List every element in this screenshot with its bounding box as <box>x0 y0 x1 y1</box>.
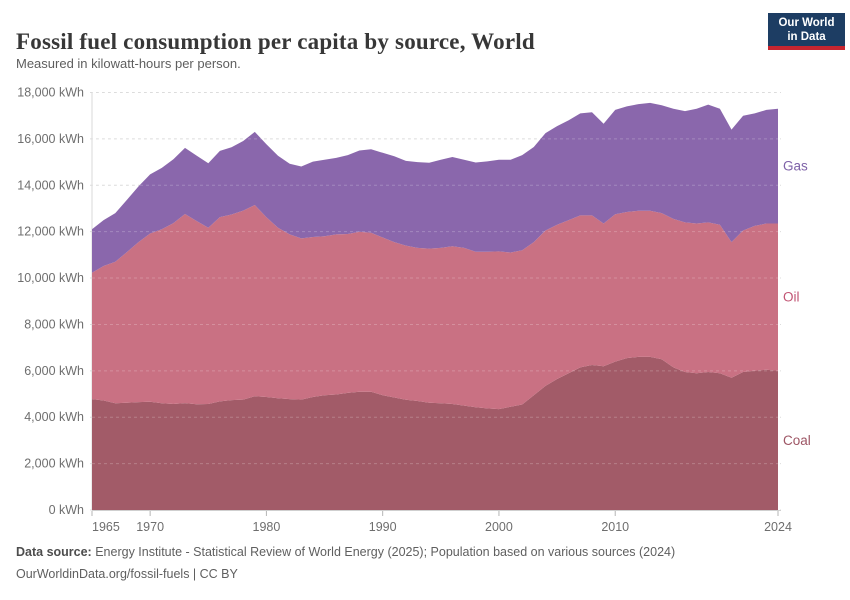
legend-label-gas[interactable]: Gas <box>783 159 808 174</box>
footer-source-text: Energy Institute - Statistical Review of… <box>91 545 676 559</box>
owid-logo-line2: in Data <box>787 30 826 43</box>
legend-label-coal[interactable]: Coal <box>783 433 811 448</box>
y-tick-label-10000: 10,000 kWh <box>17 271 84 285</box>
oil-area[interactable] <box>92 205 778 410</box>
footer-note-line: OurWorldinData.org/fossil-fuels | CC BY <box>16 567 238 581</box>
x-tick-label-1970: 1970 <box>136 520 164 534</box>
x-tick-label-1965: 1965 <box>92 520 120 534</box>
chart-subtitle: Measured in kilowatt-hours per person. <box>16 56 241 71</box>
owid-logo-line1: Our World <box>778 16 835 29</box>
y-tick-label-16000: 16,000 kWh <box>17 132 84 146</box>
y-tick-label-0: 0 kWh <box>49 503 84 517</box>
y-tick-label-14000: 14,000 kWh <box>17 178 84 192</box>
y-tick-label-4000: 4,000 kWh <box>24 410 84 424</box>
x-tick-label-2024: 2024 <box>764 520 792 534</box>
x-tick-label-2010: 2010 <box>601 520 629 534</box>
y-tick-label-12000: 12,000 kWh <box>17 225 84 239</box>
footer-source-label: Data source: <box>16 545 92 559</box>
x-tick-label-2000: 2000 <box>485 520 513 534</box>
x-tick-label-1990: 1990 <box>369 520 397 534</box>
y-tick-label-8000: 8,000 kWh <box>24 317 84 331</box>
owid-logo: Our World in Data <box>768 13 845 50</box>
chart-title: Fossil fuel consumption per capita by so… <box>16 29 535 55</box>
coal-area[interactable] <box>92 356 778 510</box>
legend-label-oil[interactable]: Oil <box>783 290 800 305</box>
y-tick-label-2000: 2,000 kWh <box>24 457 84 471</box>
x-tick-label-1980: 1980 <box>253 520 281 534</box>
y-tick-label-6000: 6,000 kWh <box>24 364 84 378</box>
footer-note: OurWorldinData.org/fossil-fuels | CC BY <box>16 567 238 581</box>
y-tick-label-18000: 18,000 kWh <box>17 86 84 100</box>
footer-source-line: Data source: Energy Institute - Statisti… <box>16 545 675 559</box>
gas-area[interactable] <box>92 102 778 273</box>
